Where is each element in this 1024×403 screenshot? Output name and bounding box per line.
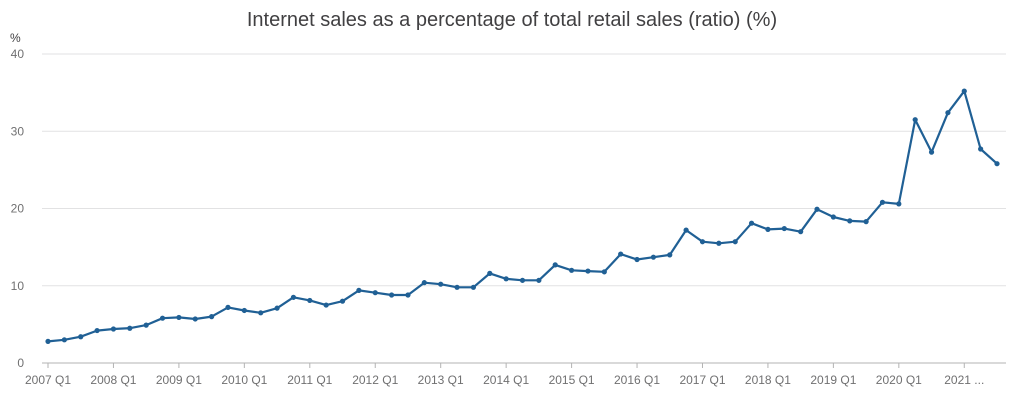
data-point <box>290 294 297 300</box>
x-tick-label: 2013 Q1 <box>418 373 464 387</box>
x-tick-label: 2015 Q1 <box>549 373 595 387</box>
data-point <box>110 326 117 332</box>
y-tick-label: 30 <box>11 124 25 138</box>
chart-title: Internet sales as a percentage of total … <box>247 9 777 31</box>
data-point <box>274 305 280 311</box>
x-tick-label: 2014 Q1 <box>483 373 529 387</box>
data-point <box>585 268 591 274</box>
x-tick-label: 2020 Q1 <box>876 373 922 387</box>
x-tick-label: 2012 Q1 <box>352 373 398 387</box>
data-point <box>552 262 558 268</box>
data-point <box>536 277 542 283</box>
data-point <box>307 297 313 304</box>
data-point <box>568 267 575 273</box>
data-point <box>994 161 1000 167</box>
data-point <box>928 149 935 155</box>
data-point <box>912 117 918 123</box>
data-point <box>732 239 738 245</box>
data-point <box>209 314 215 320</box>
gridlines <box>42 53 1006 364</box>
data-point <box>356 287 362 293</box>
data-point <box>781 225 787 232</box>
data-point <box>503 276 509 282</box>
data-point <box>225 304 231 310</box>
x-tick-label: 2019 Q1 <box>810 373 856 387</box>
data-point <box>879 199 886 205</box>
data-point <box>716 240 722 246</box>
x-tick-label: 2007 Q1 <box>25 373 71 387</box>
data-point <box>667 252 673 258</box>
data-point <box>192 316 198 322</box>
data-point <box>241 307 247 314</box>
y-axis-ticks: 0 10 20 30 40 <box>11 47 25 370</box>
data-point <box>978 146 984 152</box>
data-point <box>487 270 493 276</box>
data-point <box>94 327 100 334</box>
data-point <box>847 218 853 224</box>
data-point <box>601 269 607 275</box>
x-tick-label: 2008 Q1 <box>90 373 136 387</box>
data-point <box>159 315 166 321</box>
data-point <box>421 280 427 286</box>
data-point <box>945 110 951 116</box>
data-point <box>961 88 967 94</box>
data-point <box>323 302 329 308</box>
y-tick-label: 20 <box>11 202 25 216</box>
y-tick-label: 0 <box>17 356 24 370</box>
data-point <box>405 292 411 298</box>
data-point <box>896 201 902 207</box>
data-point <box>470 284 477 290</box>
x-tick-label: 2011 Q1 <box>287 373 332 387</box>
data-point <box>454 284 460 290</box>
data-point <box>699 239 706 245</box>
x-tick-label: 2021 ... <box>944 373 984 387</box>
data-point <box>438 281 444 287</box>
data-point <box>634 256 640 263</box>
x-tick-label: 2016 Q1 <box>614 373 660 387</box>
y-tick-label: 10 <box>11 279 25 293</box>
y-tick-label: 40 <box>11 47 25 61</box>
data-point <box>765 226 771 232</box>
data-point <box>258 310 264 316</box>
data-point <box>814 206 820 212</box>
data-point <box>339 298 346 304</box>
data-point <box>519 277 526 283</box>
data-point <box>143 322 149 328</box>
data-point <box>618 251 624 257</box>
x-tick-label: 2009 Q1 <box>156 373 202 387</box>
data-point <box>176 314 182 321</box>
x-tick-label: 2010 Q1 <box>221 373 267 387</box>
data-point <box>45 338 51 344</box>
x-axis-ticks: 2007 Q1 2008 Q1 2009 Q1 2010 Q1 2011 Q1 2012 … <box>25 363 984 387</box>
series-group <box>45 88 1000 344</box>
data-point <box>61 337 67 343</box>
data-point <box>78 334 84 340</box>
data-point <box>389 292 395 298</box>
data-point <box>798 229 804 235</box>
x-tick-label: 2018 Q1 <box>745 373 791 387</box>
data-point <box>650 254 656 260</box>
data-point <box>127 325 133 331</box>
series-line <box>46 89 999 343</box>
data-point <box>830 214 836 220</box>
data-point <box>863 219 869 225</box>
data-point <box>683 227 689 233</box>
data-point <box>748 220 755 226</box>
x-tick-label: 2017 Q1 <box>679 373 725 387</box>
data-point <box>372 290 378 296</box>
y-axis-unit-label: % <box>10 31 21 45</box>
